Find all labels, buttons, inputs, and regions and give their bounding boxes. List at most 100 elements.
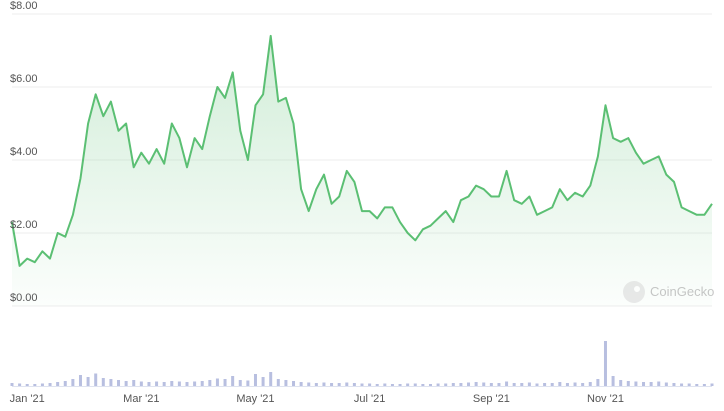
- volume-bar: [18, 383, 22, 386]
- volume-bar: [185, 382, 189, 386]
- plot: [11, 34, 713, 307]
- volume-bar: [406, 383, 410, 386]
- x-tick-label: Nov '21: [587, 393, 624, 405]
- volume-bar: [215, 378, 219, 386]
- volume-bar: [117, 380, 121, 386]
- volume-bar: [588, 382, 592, 386]
- volume-bar: [307, 382, 311, 386]
- volume-bar: [459, 383, 463, 386]
- volume-bar: [292, 381, 296, 386]
- volume-bar: [261, 377, 265, 386]
- volume-bar: [642, 382, 646, 386]
- volume-bar: [200, 381, 204, 386]
- volume-bar: [322, 382, 326, 386]
- volume-bar: [626, 381, 630, 386]
- volume-bar: [512, 383, 516, 386]
- x-tick-label: Mar '21: [123, 393, 159, 405]
- volume-bar: [193, 381, 197, 386]
- volume-bar: [223, 379, 227, 386]
- volume-bar: [56, 382, 60, 386]
- volume-bar: [40, 383, 44, 386]
- volume-bar: [63, 381, 67, 386]
- volume-bar: [109, 379, 113, 386]
- volume-bar: [383, 383, 387, 386]
- volume-bar: [436, 383, 440, 386]
- volume-bar: [71, 379, 75, 386]
- volume-bar: [253, 374, 257, 386]
- volume-bar: [284, 380, 288, 386]
- volume-bar: [573, 382, 577, 386]
- volume-bar: [238, 380, 242, 386]
- volume-bars: [10, 341, 714, 386]
- volume-bar: [101, 378, 105, 386]
- volume-bar: [535, 383, 539, 386]
- x-tick-label: May '21: [236, 393, 274, 405]
- volume-bar: [177, 381, 181, 386]
- volume-bar: [360, 383, 364, 386]
- volume-bar: [368, 383, 372, 386]
- volume-bar: [413, 383, 417, 386]
- volume-bar: [649, 382, 653, 386]
- volume-bar: [687, 383, 691, 386]
- volume-bar: [337, 383, 341, 386]
- volume-bar: [611, 376, 615, 386]
- watermark: CoinGecko: [623, 281, 714, 303]
- volume-bar: [276, 379, 280, 386]
- volume-bar: [398, 384, 402, 386]
- volume-bar: [94, 373, 98, 386]
- volume-bar: [246, 380, 250, 386]
- volume-bar: [48, 383, 52, 386]
- volume-bar: [543, 383, 547, 386]
- volume-bar: [565, 383, 569, 386]
- volume-bar: [505, 381, 509, 386]
- volume-bar: [581, 383, 585, 386]
- volume-bar: [702, 384, 706, 386]
- y-tick-label: $6.00: [10, 73, 38, 85]
- price-area: [12, 35, 712, 307]
- price-line: [11, 34, 713, 267]
- volume-bar: [596, 379, 600, 386]
- volume-bar: [33, 384, 37, 386]
- volume-bar: [482, 382, 486, 386]
- volume-bar: [603, 341, 607, 386]
- volume-bar: [25, 384, 29, 386]
- volume-bar: [139, 381, 143, 386]
- volume-bar: [147, 382, 151, 386]
- volume-bar: [710, 383, 714, 386]
- volume-bar: [421, 384, 425, 386]
- watermark-text: CoinGecko: [650, 284, 714, 299]
- volume-bar: [680, 383, 684, 386]
- volume-bar: [208, 380, 212, 386]
- volume-bar: [474, 382, 478, 386]
- volume-bar: [345, 382, 349, 386]
- volume-bar: [664, 382, 668, 386]
- volume-bar: [489, 383, 493, 386]
- volume-bar: [124, 381, 128, 386]
- volume-bar: [299, 382, 303, 386]
- y-tick-label: $0.00: [10, 292, 38, 304]
- volume-bar: [162, 382, 166, 386]
- volume-bar: [269, 372, 273, 386]
- y-tick-label: $8.00: [10, 0, 38, 12]
- x-tick-label: Jul '21: [354, 393, 385, 405]
- volume-bar: [672, 383, 676, 386]
- volume-bar: [86, 377, 90, 386]
- volume-bar: [558, 382, 562, 386]
- labels: $0.00 $2.00 $4.00 $6.00 $8.00 Jan '21 Mar '21 M…: [10, 0, 624, 405]
- volume-bar: [619, 380, 623, 386]
- volume-bar: [352, 383, 356, 386]
- volume-bar: [634, 381, 638, 386]
- volume-bar: [170, 381, 174, 386]
- volume-bar: [330, 383, 334, 386]
- volume-bar: [231, 376, 235, 386]
- x-tick-label: Sep '21: [473, 393, 510, 405]
- volume-bar: [375, 384, 379, 386]
- volume-bar: [444, 383, 448, 386]
- y-tick-label: $4.00: [10, 146, 38, 158]
- volume-bar: [10, 383, 14, 386]
- x-tick-label: Jan '21: [10, 393, 45, 405]
- watermark-logo-eye: [634, 286, 640, 292]
- volume-bar: [497, 383, 501, 386]
- volume-bar: [467, 382, 471, 386]
